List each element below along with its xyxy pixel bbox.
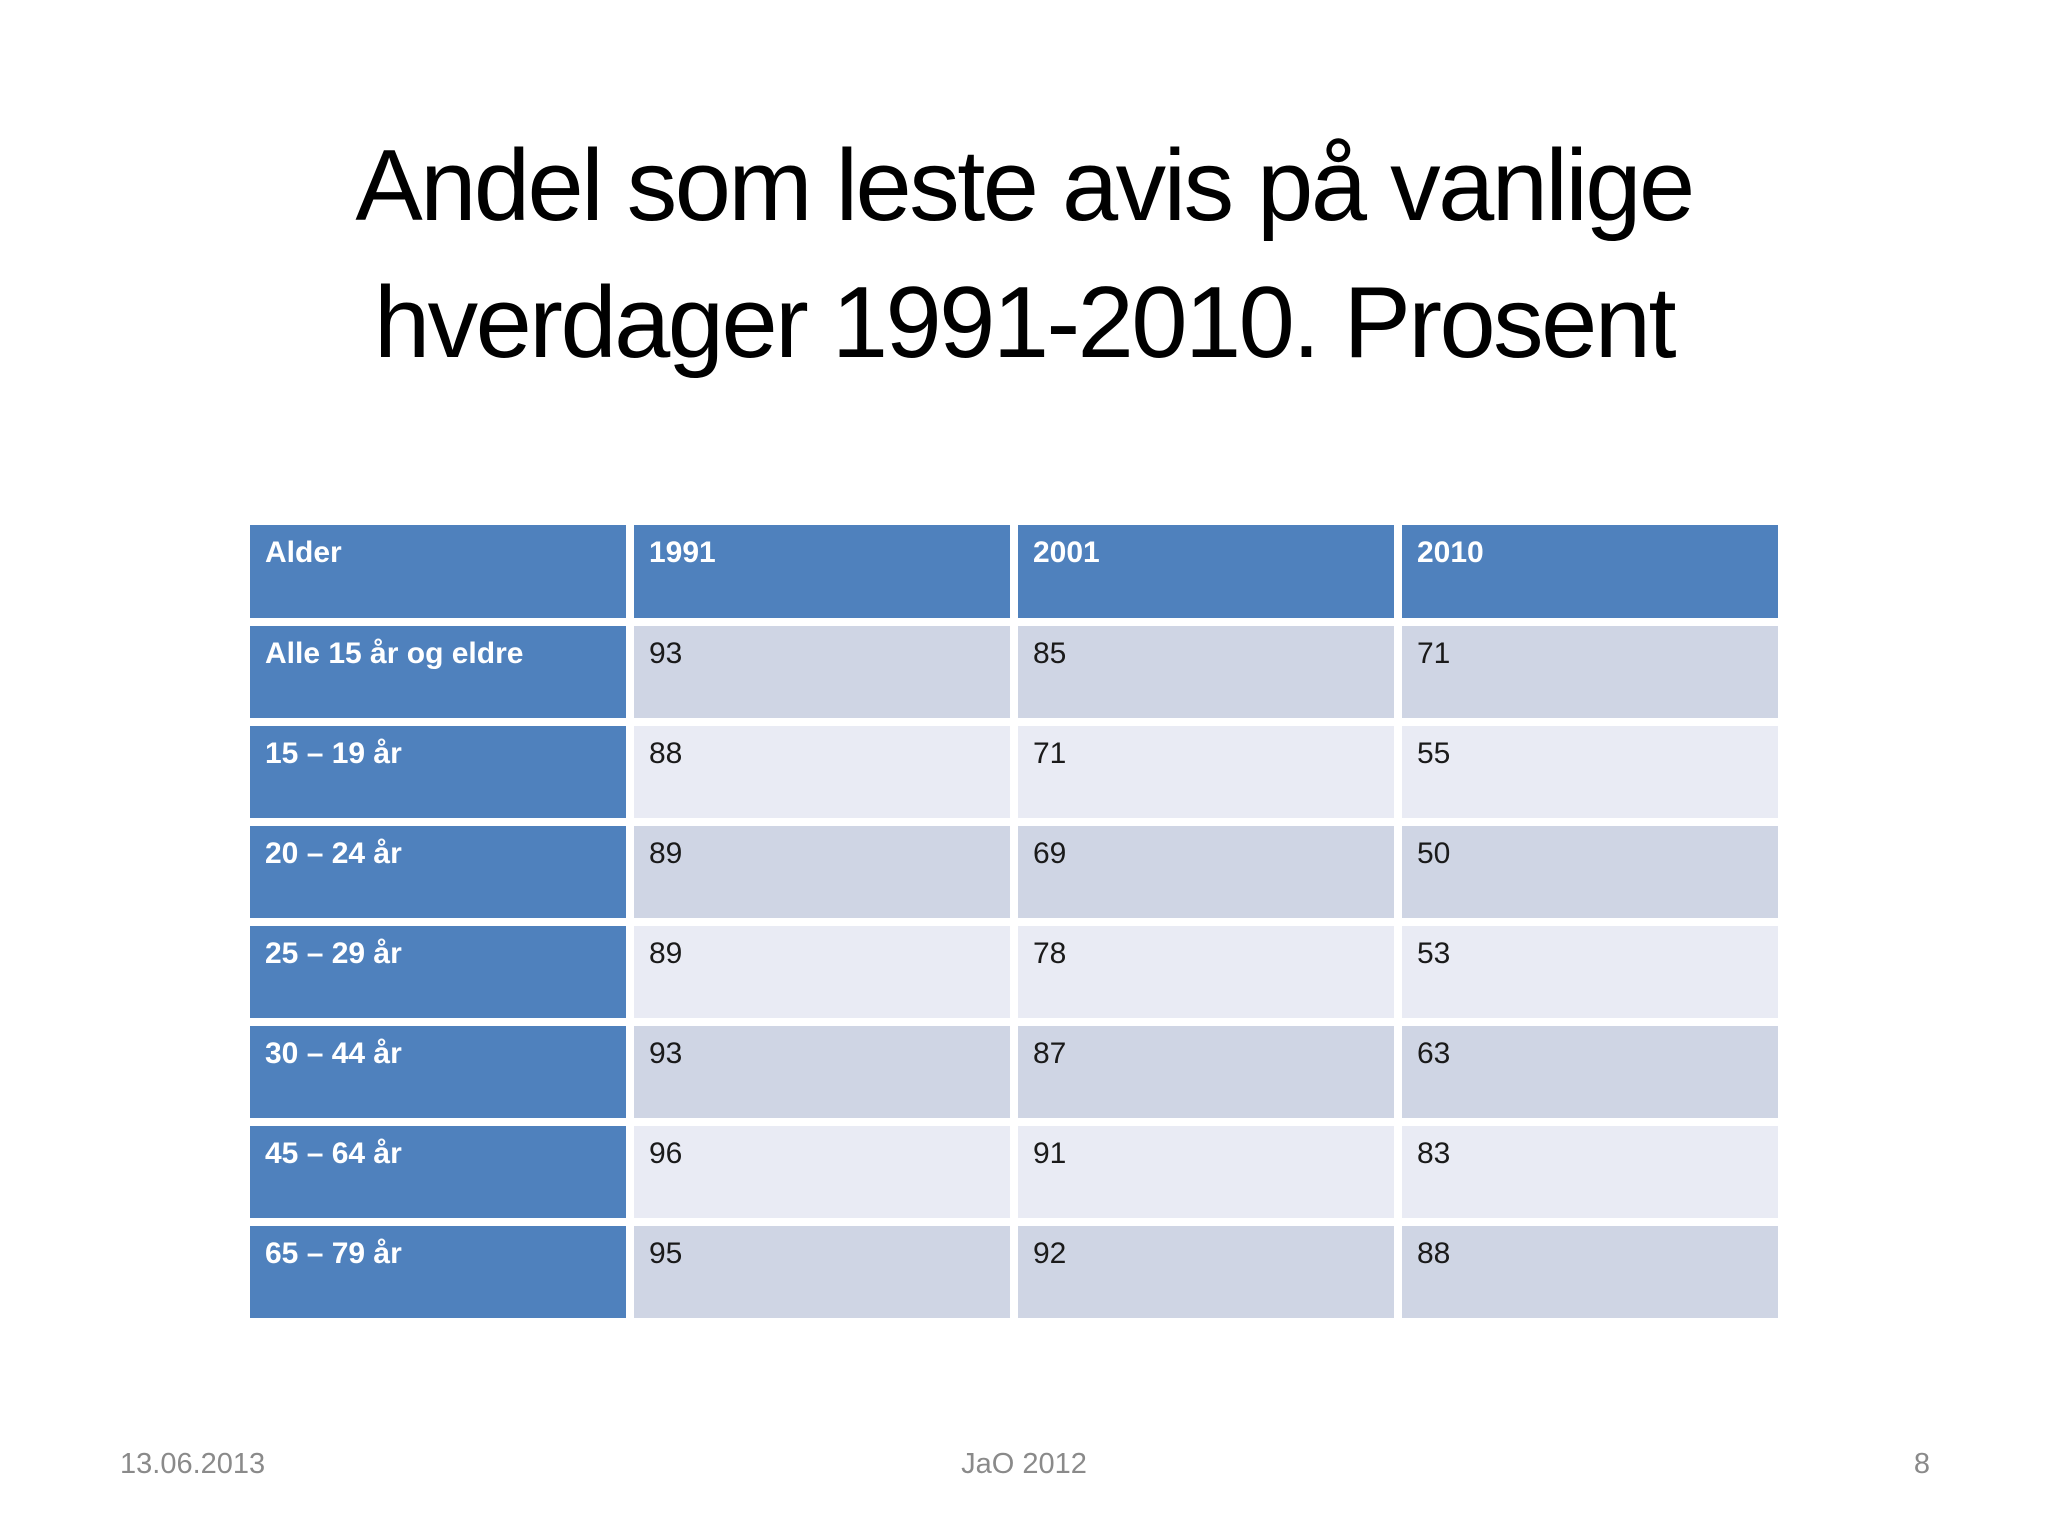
row-label: 25 – 29 år	[246, 922, 630, 1022]
table-cell: 53	[1398, 922, 1782, 1022]
row-label: 30 – 44 år	[246, 1022, 630, 1122]
table-row: 15 – 19 år 88 71 55	[246, 722, 1782, 822]
table-cell: 89	[630, 922, 1014, 1022]
footer-author: JaO 2012	[961, 1448, 1087, 1480]
table-row: 25 – 29 år 89 78 53	[246, 922, 1782, 1022]
column-header-1991: 1991	[630, 521, 1014, 622]
table-cell: 85	[1014, 622, 1398, 722]
table-cell: 55	[1398, 722, 1782, 822]
row-label: 65 – 79 år	[246, 1222, 630, 1322]
table-body: Alle 15 år og eldre 93 85 71 15 – 19 år …	[246, 622, 1782, 1322]
table-row: 20 – 24 år 89 69 50	[246, 822, 1782, 922]
table-header: Alder 1991 2001 2010	[246, 521, 1782, 622]
table-cell: 50	[1398, 822, 1782, 922]
table-cell: 93	[630, 622, 1014, 722]
table-cell: 95	[630, 1222, 1014, 1322]
row-label: Alle 15 år og eldre	[246, 622, 630, 722]
table-cell: 96	[630, 1122, 1014, 1222]
table-cell: 93	[630, 1022, 1014, 1122]
table-cell: 63	[1398, 1022, 1782, 1122]
table-cell: 89	[630, 822, 1014, 922]
table-cell: 92	[1014, 1222, 1398, 1322]
table-cell: 88	[630, 722, 1014, 822]
table-cell: 71	[1398, 622, 1782, 722]
slide-title-line-2: hverdager 1991-2010. Prosent	[373, 266, 1677, 379]
column-header-2010: 2010	[1398, 521, 1782, 622]
column-header-alder: Alder	[246, 521, 630, 622]
slide-title-line-1: Andel som leste avis på vanlige	[355, 129, 1695, 242]
slide-title: Andel som leste avis på vanlige hverdage…	[0, 118, 2048, 392]
footer-date: 13.06.2013	[120, 1448, 266, 1480]
footer-page-number: 8	[1913, 1448, 1930, 1480]
table-cell: 78	[1014, 922, 1398, 1022]
row-label: 45 – 64 år	[246, 1122, 630, 1222]
row-label: 15 – 19 år	[246, 722, 630, 822]
table-cell: 69	[1014, 822, 1398, 922]
table-row: Alle 15 år og eldre 93 85 71	[246, 622, 1782, 722]
newspaper-reading-table: Alder 1991 2001 2010 Alle 15 år og eldre…	[246, 521, 1782, 1322]
table-cell: 87	[1014, 1022, 1398, 1122]
table-row: 45 – 64 år 96 91 83	[246, 1122, 1782, 1222]
table-cell: 88	[1398, 1222, 1782, 1322]
table-cell: 91	[1014, 1122, 1398, 1222]
table-header-row: Alder 1991 2001 2010	[246, 521, 1782, 622]
table-cell: 83	[1398, 1122, 1782, 1222]
table-row: 65 – 79 år 95 92 88	[246, 1222, 1782, 1322]
column-header-2001: 2001	[1014, 521, 1398, 622]
table-cell: 71	[1014, 722, 1398, 822]
row-label: 20 – 24 år	[246, 822, 630, 922]
table-row: 30 – 44 år 93 87 63	[246, 1022, 1782, 1122]
